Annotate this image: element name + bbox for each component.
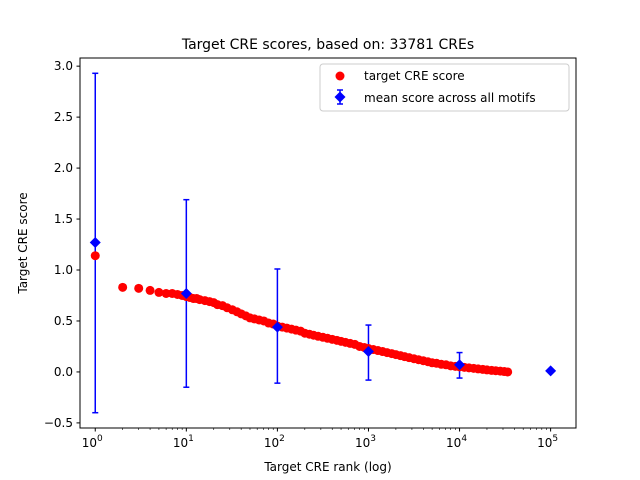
legend-box — [319, 63, 570, 112]
mean-point — [180, 287, 192, 299]
score-point — [503, 367, 513, 377]
y-axis-label: Target CRE score — [16, 192, 30, 294]
mean-point — [454, 359, 466, 371]
legend-label-target-score: target CRE score — [364, 69, 465, 83]
plot-frame — [79, 57, 577, 429]
score-point — [118, 282, 128, 292]
x-axis-label: Target CRE rank (log) — [263, 460, 391, 474]
x-tick-base: 10 — [537, 436, 552, 450]
x-tick-base: 10 — [173, 436, 188, 450]
y-tick-label: −0.5 — [44, 416, 73, 430]
x-tick-label: 103 — [355, 434, 376, 450]
x-tick-base: 10 — [446, 436, 461, 450]
y-tick-label: 2.0 — [54, 161, 73, 175]
x-tick-base: 10 — [82, 436, 97, 450]
y-tick-label: 0.0 — [54, 365, 73, 379]
y-tick-label: 1.5 — [54, 212, 73, 226]
mean-point — [362, 346, 374, 358]
x-tick-base: 10 — [355, 436, 370, 450]
score-point — [134, 283, 144, 293]
legend-marker-target-score — [335, 71, 345, 81]
mean-point — [271, 321, 283, 333]
x-tick-exponent: 4 — [461, 434, 467, 444]
x-tick-exponent: 0 — [97, 434, 103, 444]
x-tick-label: 104 — [446, 434, 467, 450]
x-tick-label: 102 — [264, 434, 285, 450]
x-tick-exponent: 3 — [370, 434, 376, 444]
x-tick-exponent: 5 — [552, 434, 558, 444]
chart-title: Target CRE scores, based on: 33781 CREs — [181, 37, 474, 53]
score-point — [145, 285, 155, 295]
x-tick-exponent: 1 — [188, 434, 194, 444]
score-point — [154, 287, 164, 297]
x-tick-label: 100 — [82, 434, 103, 450]
x-tick-exponent: 2 — [279, 434, 285, 444]
x-tick-label: 101 — [173, 434, 194, 450]
y-tick-label: 2.5 — [54, 110, 73, 124]
y-tick-label: 3.0 — [54, 59, 73, 73]
legend: target CRE score mean score across all m… — [319, 63, 570, 112]
y-tick-label: 1.0 — [54, 263, 73, 277]
mean-point — [89, 236, 101, 248]
score-point — [90, 251, 100, 261]
x-tick-label: 105 — [537, 434, 558, 450]
legend-label-mean-score: mean score across all motifs — [364, 91, 536, 105]
y-tick-label: 0.5 — [54, 314, 73, 328]
legend-marker-mean-score — [334, 91, 346, 103]
mean-point — [545, 365, 557, 377]
x-tick-base: 10 — [264, 436, 279, 450]
data-marks — [89, 236, 557, 377]
